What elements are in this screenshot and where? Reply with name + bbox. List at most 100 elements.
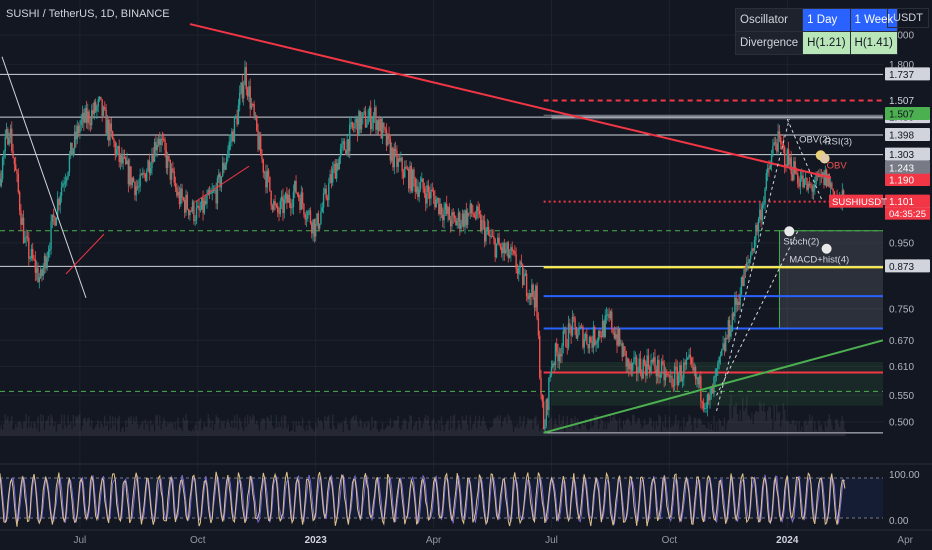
volume-bar — [727, 419, 730, 436]
candle-body — [629, 363, 631, 370]
volume-bar — [115, 430, 118, 436]
volume-bar — [181, 430, 183, 436]
candle-body — [224, 164, 227, 170]
volume-bar — [286, 428, 288, 436]
volume-bar — [510, 420, 512, 436]
volume-bar — [76, 417, 78, 436]
volume-bar — [634, 423, 637, 436]
candle-body — [329, 174, 331, 184]
candle-body — [249, 86, 251, 109]
volume-bar — [142, 421, 144, 436]
volume-bar — [189, 430, 191, 436]
volume-bar — [315, 423, 317, 436]
candle-body — [325, 188, 327, 199]
candle-body — [66, 177, 68, 182]
candle-body — [760, 209, 762, 221]
candle-body — [728, 320, 731, 337]
candle-body — [197, 205, 199, 208]
volume-bar — [489, 427, 491, 436]
volume-bar — [362, 427, 364, 436]
volume-bar — [476, 428, 478, 436]
candle-body — [759, 209, 761, 220]
candle-body — [688, 354, 690, 358]
volume-bar — [645, 424, 647, 436]
volume-bar — [22, 422, 25, 436]
candle-body — [56, 198, 59, 218]
volume-bar — [339, 423, 342, 436]
volume-bar — [320, 420, 322, 436]
volume-bar — [418, 416, 420, 436]
price-badge — [885, 259, 930, 273]
candle-body — [499, 245, 502, 248]
candle-body — [144, 173, 147, 181]
candle-body — [42, 267, 44, 276]
volume-bar — [679, 430, 681, 436]
candle-body — [708, 394, 710, 401]
candle-body — [600, 335, 602, 338]
volume-bar — [704, 424, 706, 436]
volume-bar — [743, 411, 745, 436]
signal-label: Stoch(2) — [783, 236, 819, 247]
volume-bar — [684, 426, 686, 436]
candle-body — [807, 183, 809, 190]
volume-bar — [208, 418, 211, 436]
volume-bar — [639, 423, 642, 436]
volume-bar — [641, 429, 643, 436]
volume-bar — [360, 421, 363, 436]
volume-bar — [334, 429, 337, 436]
volume-bar — [676, 424, 678, 436]
candle-body — [96, 106, 98, 112]
candle-body — [267, 170, 270, 177]
volume-bar — [725, 430, 727, 436]
time-tick-label: Apr — [897, 535, 913, 546]
volume-bar — [732, 405, 735, 436]
candle-body — [292, 191, 295, 208]
candle-body — [85, 108, 88, 123]
volume-bar — [228, 423, 230, 436]
volume-bar — [195, 422, 198, 436]
volume-bar — [394, 420, 397, 436]
price-tick-label: 1.507 — [889, 96, 914, 107]
volume-bar — [215, 415, 217, 436]
candle-body — [280, 196, 283, 202]
candle-body — [295, 180, 297, 193]
candle-body — [676, 367, 678, 385]
candle-body — [105, 109, 107, 134]
volume-bar — [308, 420, 310, 436]
volume-bar — [498, 419, 500, 436]
volume-bar — [596, 415, 599, 436]
candle-body — [783, 147, 786, 166]
candle-body — [385, 129, 388, 146]
volume-bar — [220, 420, 223, 436]
volume-bar — [824, 421, 826, 436]
volume-bar — [180, 427, 182, 436]
volume-bar — [349, 430, 351, 436]
candle-body — [620, 343, 622, 345]
volume-bar — [580, 421, 583, 436]
volume-bar — [571, 418, 574, 436]
price-tick-label: 0.550 — [889, 391, 914, 402]
volume-bar — [439, 430, 441, 436]
candle-body — [662, 361, 664, 364]
candle-body — [736, 301, 739, 305]
volume-bar — [780, 427, 782, 436]
currency-selector[interactable]: USDT — [887, 8, 929, 28]
volume-bar — [457, 420, 460, 436]
candle-body — [307, 211, 309, 219]
candle-body — [533, 296, 536, 308]
volume-bar — [742, 397, 744, 436]
candle-body — [599, 330, 601, 336]
candle-body — [618, 328, 621, 345]
candle-body — [541, 394, 544, 402]
volume-bar — [751, 412, 753, 436]
candle-body — [698, 376, 701, 385]
candle-body — [233, 116, 236, 142]
candle-body — [725, 337, 727, 352]
volume-bar — [692, 431, 694, 436]
volume-bar — [229, 427, 232, 436]
volume-bar — [219, 428, 221, 436]
price-axis-background — [883, 0, 932, 550]
candle-body — [483, 221, 486, 242]
volume-bar — [449, 415, 452, 436]
